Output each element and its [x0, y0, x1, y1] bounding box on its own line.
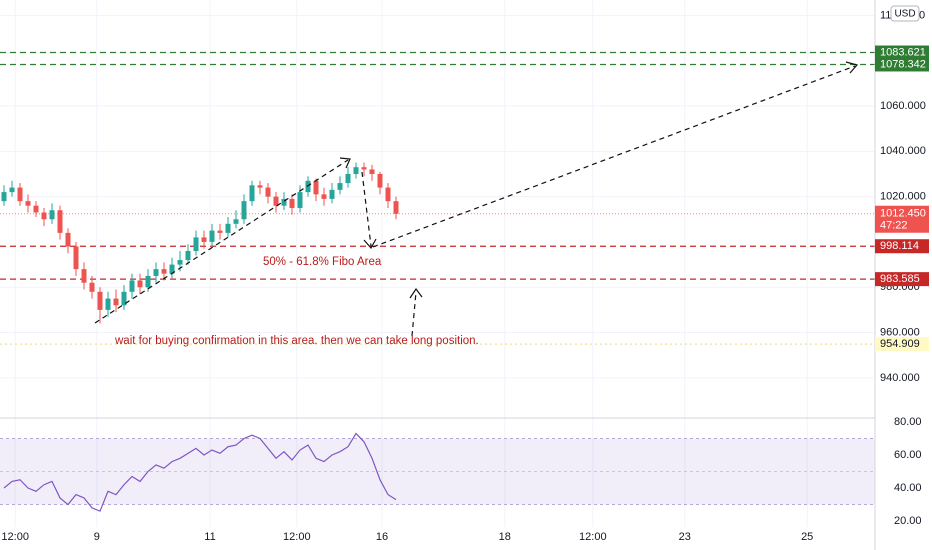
grid [0, 0, 875, 527]
y-tick-label: 1040.000 [880, 145, 926, 157]
arrows [94, 65, 856, 337]
x-tick-label: 12:00 [579, 531, 607, 543]
level-label: 954.909 [880, 338, 920, 350]
y-tick-label: 960.000 [880, 326, 920, 338]
x-tick-label: 12:00 [1, 531, 29, 543]
arrow [411, 291, 417, 337]
x-tick-label: 16 [376, 531, 388, 543]
x-tick-label: 12:00 [283, 531, 311, 543]
candle-body [1, 192, 7, 202]
rsi-tick-label: 60.00 [894, 449, 922, 461]
candle-body [281, 198, 287, 206]
level-label-box [875, 239, 929, 254]
candle-body [369, 169, 375, 174]
rsi-tick-label: 40.00 [894, 482, 922, 494]
candle-body [265, 187, 271, 197]
candle-body [217, 230, 223, 233]
arrow [361, 171, 372, 247]
x-tick-label: 9 [94, 531, 100, 543]
candle-body [273, 196, 279, 206]
rsi-tick-label: 20.00 [894, 515, 922, 527]
arrow [372, 65, 856, 248]
plot [0, 51, 875, 512]
level-label: 1083.621 [880, 46, 926, 58]
candle-body [337, 183, 343, 190]
candle-body [113, 298, 119, 306]
current-price-label: 1012.450 [880, 208, 926, 220]
currency-box[interactable] [890, 5, 920, 22]
candle-body [129, 280, 135, 292]
candle-body [105, 298, 111, 310]
candle-body [49, 210, 55, 220]
candle-body [361, 167, 367, 170]
candle-body [57, 210, 63, 233]
candle-body [33, 205, 39, 213]
candle-body [81, 269, 87, 283]
candle-body [177, 260, 183, 265]
arrow-head [409, 287, 423, 299]
level-label: 998.114 [880, 240, 919, 252]
arrow-head [339, 157, 351, 169]
level-label-box [875, 45, 929, 60]
axis: 12:00 9 11 12:00 16 18 12:00 23 25 940.000 960.000… [1, 9, 929, 543]
candle-body [169, 264, 175, 274]
candle-body [137, 280, 143, 288]
candle-body [209, 230, 215, 242]
x-tick-label: 25 [801, 531, 813, 543]
rsi-band [0, 438, 875, 505]
candle-body [289, 198, 295, 208]
candle-body [321, 194, 327, 199]
candle-body [121, 291, 127, 306]
x-tick-label: 18 [499, 531, 511, 543]
arrow-head [363, 238, 377, 250]
candle-body [385, 187, 391, 202]
y-tick-label: 1060.000 [880, 100, 926, 112]
candle-body [233, 219, 239, 224]
candle-body [17, 187, 23, 202]
candle-body [65, 232, 71, 247]
y-tick-label: 1020.000 [880, 191, 926, 203]
level-label: 1078.342 [880, 58, 926, 70]
candle-body [41, 212, 47, 220]
candle-body [393, 201, 399, 214]
candle-body [193, 237, 199, 252]
rsi-line [3, 432, 397, 512]
candle-body [329, 189, 335, 199]
annotation: 50% - 61.8% Fibo Area [263, 256, 382, 268]
candle-body [225, 223, 231, 233]
level-label: 983.585 [880, 273, 920, 285]
candle-body [153, 269, 159, 276]
candle-body [345, 173, 351, 184]
candle-body [185, 251, 191, 261]
current-price-box [875, 205, 929, 233]
candle-body [377, 173, 383, 188]
candle-body [161, 269, 167, 274]
candle-body [313, 180, 319, 195]
candle-body [353, 167, 359, 174]
candle-body [257, 185, 263, 188]
candle-body [249, 185, 255, 202]
candle-body [145, 275, 151, 288]
candle-body [297, 192, 303, 208]
level-label-box [875, 57, 929, 72]
candle-body [25, 201, 31, 206]
x-tick-label: 23 [679, 531, 691, 543]
level-label-box [875, 272, 929, 287]
candle-body [89, 282, 95, 292]
x-tick-label: 11 [204, 531, 215, 543]
countdown: 47:22 [880, 220, 908, 232]
candle-body [97, 291, 103, 310]
candle-body [201, 237, 207, 242]
y-tick-label: 940.000 [880, 372, 920, 384]
currency[interactable]: USD [894, 9, 915, 20]
level-label-box [875, 337, 929, 352]
candle-body [73, 246, 79, 270]
annotation: wait for buying confirmation in this are… [114, 335, 479, 347]
candle-body [241, 201, 247, 220]
candle-body [9, 187, 15, 193]
arrow-heads [339, 61, 859, 299]
rsi-tick-label: 80.00 [894, 416, 922, 428]
arrow-head [845, 61, 859, 74]
